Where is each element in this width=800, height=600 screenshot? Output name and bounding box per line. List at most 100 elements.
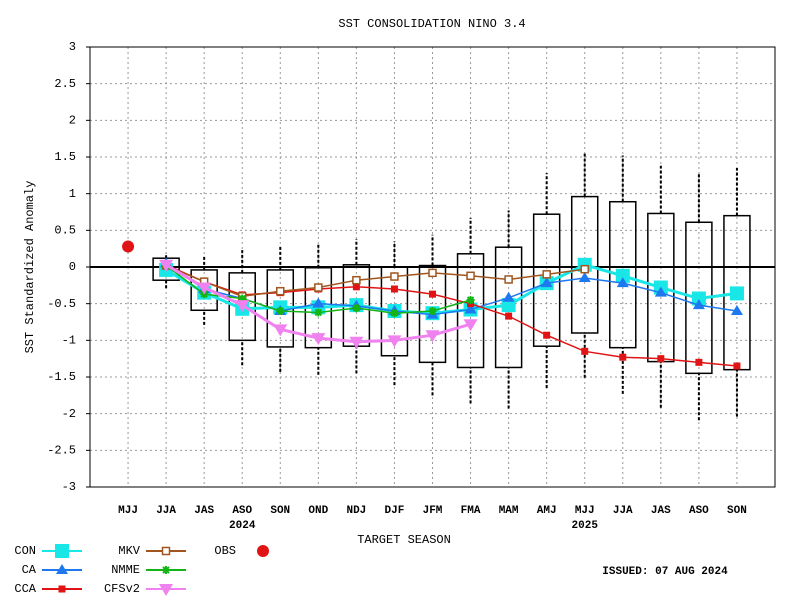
series-marker xyxy=(615,268,630,283)
series-marker xyxy=(466,296,475,304)
series-marker xyxy=(695,358,703,366)
y-tick-label: 0.5 xyxy=(54,224,76,238)
x-tick-label: JAS xyxy=(651,505,671,517)
x-axis-label: TARGET SEASON xyxy=(357,533,451,547)
series-marker xyxy=(429,290,436,298)
y-tick-label: 2 xyxy=(69,114,76,128)
series-marker xyxy=(504,275,513,284)
series-marker xyxy=(197,282,212,295)
y-tick-label: -2.5 xyxy=(47,444,76,458)
series-marker xyxy=(543,331,551,339)
series-marker xyxy=(463,319,478,332)
series-marker xyxy=(312,297,325,308)
series-marker xyxy=(311,333,326,346)
legend-label: CFSv2 xyxy=(104,582,140,596)
legend-label: OBS xyxy=(214,544,236,558)
series-marker xyxy=(390,309,399,318)
y-tick-label: 0 xyxy=(69,260,76,274)
box xyxy=(609,200,637,349)
legend-marker xyxy=(159,584,173,596)
legend-marker xyxy=(56,564,68,574)
series-marker xyxy=(238,294,247,303)
series-marker xyxy=(122,240,135,253)
series-marker xyxy=(464,303,477,314)
issued-note: ISSUED: 07 AUG 2024 xyxy=(602,566,728,578)
series-marker xyxy=(730,305,743,315)
series-marker xyxy=(276,286,285,296)
x-tick-label: JJA xyxy=(613,505,633,517)
series-marker xyxy=(619,353,627,361)
series-marker xyxy=(466,271,475,281)
series-marker xyxy=(428,307,437,315)
y-tick-label: -1 xyxy=(62,334,76,348)
series-marker xyxy=(390,285,398,293)
y-tick-label: 2.5 xyxy=(54,77,76,91)
y-tick-label: 3 xyxy=(69,40,76,54)
series-marker xyxy=(505,312,513,320)
box xyxy=(570,195,599,334)
box xyxy=(190,269,218,312)
series-marker xyxy=(729,286,744,301)
series-marker xyxy=(502,291,515,302)
series-marker xyxy=(578,272,591,282)
x-tick-label: NDJ xyxy=(346,505,366,517)
x-tick-label: JJA xyxy=(156,505,176,517)
series-marker xyxy=(425,330,440,343)
series-marker xyxy=(428,268,437,278)
x-tick-label: MJJ xyxy=(118,505,138,517)
box xyxy=(723,214,751,371)
x-tick-label: ASO xyxy=(232,505,252,517)
series-marker xyxy=(540,277,553,288)
year-label: 2025 xyxy=(572,520,599,532)
legend-label: NMME xyxy=(111,563,140,577)
series-marker xyxy=(580,264,589,274)
legend-marker xyxy=(58,585,66,593)
series-marker xyxy=(733,362,741,370)
series-marker xyxy=(273,324,288,337)
series-marker xyxy=(657,355,665,363)
x-tick-label: AMJ xyxy=(537,505,557,517)
year-label: 2024 xyxy=(229,520,256,532)
x-tick-label: SON xyxy=(727,505,747,517)
series-line xyxy=(165,264,738,367)
x-tick-label: MAM xyxy=(499,505,519,517)
y-tick-label: 1.5 xyxy=(54,150,76,164)
legend-label: CA xyxy=(22,563,37,577)
series-marker xyxy=(542,270,551,279)
series-marker xyxy=(235,300,250,313)
y-tick-label: -0.5 xyxy=(47,297,76,311)
series-marker xyxy=(352,283,360,291)
legend-label: CCA xyxy=(14,582,36,596)
x-tick-label: SON xyxy=(270,505,290,517)
x-tick-label: MJJ xyxy=(575,505,595,517)
x-tick-label: JAS xyxy=(194,505,214,517)
series-marker xyxy=(314,283,323,292)
series-marker xyxy=(654,286,667,297)
legend-label: MKV xyxy=(118,544,140,558)
x-tick-label: JFM xyxy=(423,505,443,517)
y-tick-label: -1.5 xyxy=(47,370,76,384)
series-marker xyxy=(692,299,705,310)
series-marker xyxy=(159,259,174,272)
series-marker xyxy=(390,272,399,281)
box xyxy=(532,213,561,347)
series-marker xyxy=(314,308,323,317)
series-marker xyxy=(616,277,629,288)
y-tick-label: -3 xyxy=(62,480,76,494)
x-tick-label: DJF xyxy=(385,505,405,517)
legend-marker xyxy=(161,546,171,556)
series-line xyxy=(165,264,585,298)
x-tick-label: ASO xyxy=(689,505,709,517)
series-marker xyxy=(276,307,285,315)
y-tick-label: 1 xyxy=(69,187,76,201)
legend-marker xyxy=(55,544,69,558)
x-tick-label: OND xyxy=(308,505,328,517)
series-marker xyxy=(387,335,402,348)
series-marker xyxy=(352,275,361,285)
y-tick-label: -2 xyxy=(62,407,76,421)
box xyxy=(228,272,256,342)
series-marker xyxy=(352,304,361,313)
legend-label: CON xyxy=(14,544,36,558)
